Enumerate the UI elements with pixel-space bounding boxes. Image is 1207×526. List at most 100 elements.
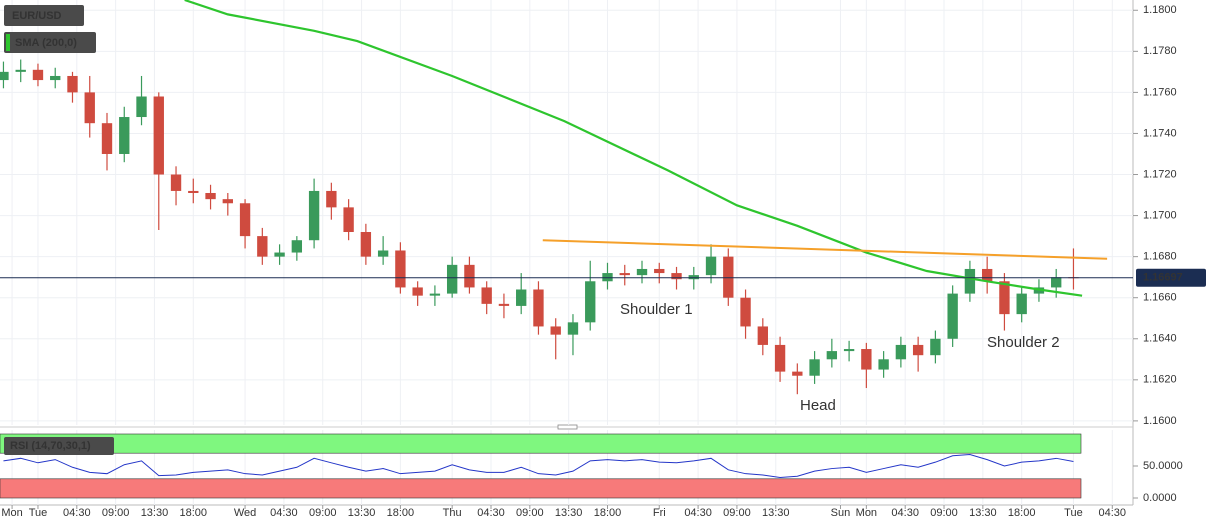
x-tick-label: 09:00 bbox=[516, 507, 544, 519]
candle-body bbox=[239, 203, 251, 237]
candle-body bbox=[481, 287, 492, 304]
candle-body bbox=[516, 289, 527, 306]
candle-body bbox=[567, 322, 579, 335]
y-tick-label: 1.1800 bbox=[1143, 4, 1177, 16]
x-tick-label: 18:00 bbox=[1008, 507, 1036, 519]
last-price-box bbox=[1136, 268, 1206, 287]
candle-body bbox=[947, 293, 958, 339]
x-tick-label: Wed bbox=[234, 507, 256, 519]
legend-label: SMA (200,0) bbox=[15, 37, 77, 49]
x-tick-label: 09:00 bbox=[102, 507, 130, 519]
candle-body bbox=[326, 190, 337, 208]
x-tick-label: 13:30 bbox=[969, 507, 997, 519]
candle-body bbox=[464, 264, 475, 288]
candle-body bbox=[446, 264, 458, 294]
candles bbox=[0, 0, 1108, 395]
candle-body bbox=[15, 69, 26, 72]
plot-frame bbox=[0, 0, 1133, 425]
candle-body bbox=[878, 359, 889, 370]
candle-body bbox=[1051, 277, 1062, 288]
candle-body bbox=[395, 250, 406, 288]
candle-body bbox=[999, 281, 1010, 315]
y-tick-label: 1.1720 bbox=[1143, 168, 1177, 180]
rsi-band bbox=[0, 478, 1082, 499]
candle-body bbox=[654, 268, 665, 274]
candle-body bbox=[222, 199, 233, 204]
chart-title: EUR/USD bbox=[12, 10, 62, 22]
candle-body bbox=[136, 96, 147, 118]
candle-body bbox=[170, 174, 182, 191]
candle-body bbox=[688, 275, 699, 280]
rsi-line bbox=[3, 453, 1074, 479]
candle-body bbox=[274, 252, 285, 257]
candle-body bbox=[84, 92, 95, 124]
y-tick-label: 1.1680 bbox=[1143, 251, 1177, 263]
candle-body bbox=[67, 75, 78, 93]
pattern-annotation: Shoulder 1 bbox=[620, 301, 693, 318]
x-tick-label: 13:30 bbox=[141, 507, 169, 519]
candle-body bbox=[671, 273, 682, 280]
candle-body bbox=[50, 75, 61, 81]
x-tick-label: Mon bbox=[856, 507, 877, 519]
y-tick-label: 1.1620 bbox=[1143, 374, 1177, 386]
neckline bbox=[542, 239, 1108, 260]
x-tick-label: 04:30 bbox=[477, 507, 505, 519]
y-tick-label: 1.1600 bbox=[1143, 415, 1177, 427]
candle-body bbox=[861, 349, 872, 370]
candle-body bbox=[895, 344, 907, 360]
x-tick-label: Tue bbox=[29, 507, 48, 519]
candle-body bbox=[826, 351, 838, 360]
x-tick-label: 04:30 bbox=[684, 507, 712, 519]
x-tick-label: 18:00 bbox=[594, 507, 622, 519]
candle-body bbox=[377, 250, 389, 257]
candle-body bbox=[774, 344, 786, 372]
x-tick-label: 04:30 bbox=[270, 507, 298, 519]
y-tick-label: 1.1640 bbox=[1143, 333, 1177, 345]
x-tick-label: 09:00 bbox=[723, 507, 751, 519]
candle-body bbox=[153, 96, 164, 175]
y-tick-label: 0.0000 bbox=[1143, 492, 1177, 504]
rsi-title-box bbox=[4, 437, 114, 455]
candle-body bbox=[498, 303, 510, 306]
rsi-band bbox=[0, 433, 1082, 454]
x-tick-label: Sun bbox=[831, 507, 851, 519]
candle-body bbox=[550, 326, 561, 335]
candle-body bbox=[705, 256, 717, 276]
candle-body bbox=[602, 273, 613, 282]
candle-body bbox=[119, 117, 130, 154]
candle-body bbox=[792, 371, 803, 376]
candle-body bbox=[809, 359, 820, 376]
x-tick-label: 09:00 bbox=[930, 507, 958, 519]
candle-body bbox=[585, 281, 596, 323]
candle-body bbox=[0, 71, 9, 81]
last-price-label: 1.16697 bbox=[1143, 272, 1183, 284]
candle-body bbox=[308, 190, 320, 241]
candle-body bbox=[188, 190, 199, 193]
legend-swatch bbox=[6, 34, 10, 51]
x-tick-label: 09:00 bbox=[309, 507, 337, 519]
candle-body bbox=[930, 338, 941, 356]
candle-body bbox=[101, 123, 113, 154]
x-tick-label: 04:30 bbox=[63, 507, 91, 519]
pattern-annotation: Shoulder 2 bbox=[987, 334, 1060, 351]
y-tick-label: 1.1780 bbox=[1143, 45, 1177, 57]
candle-body bbox=[32, 69, 44, 81]
x-tick-label: 13:30 bbox=[348, 507, 376, 519]
x-tick-label: 13:30 bbox=[762, 507, 790, 519]
candle-body bbox=[205, 192, 216, 200]
x-tick-label: Mon bbox=[1, 507, 22, 519]
x-tick-label: 18:00 bbox=[180, 507, 208, 519]
x-tick-label: Thu bbox=[443, 507, 462, 519]
x-tick-label: 04:30 bbox=[891, 507, 919, 519]
y-tick-label: 1.1660 bbox=[1143, 292, 1177, 304]
candle-body bbox=[619, 273, 630, 276]
y-tick-label: 50.0000 bbox=[1143, 460, 1183, 472]
x-tick-label: 13:30 bbox=[555, 507, 583, 519]
rsi-title: RSI (14,70,30,1) bbox=[10, 440, 91, 452]
sma-line bbox=[184, 0, 1083, 297]
candle-body bbox=[981, 268, 993, 282]
x-tick-label: 18:00 bbox=[387, 507, 415, 519]
candle-body bbox=[723, 256, 734, 298]
